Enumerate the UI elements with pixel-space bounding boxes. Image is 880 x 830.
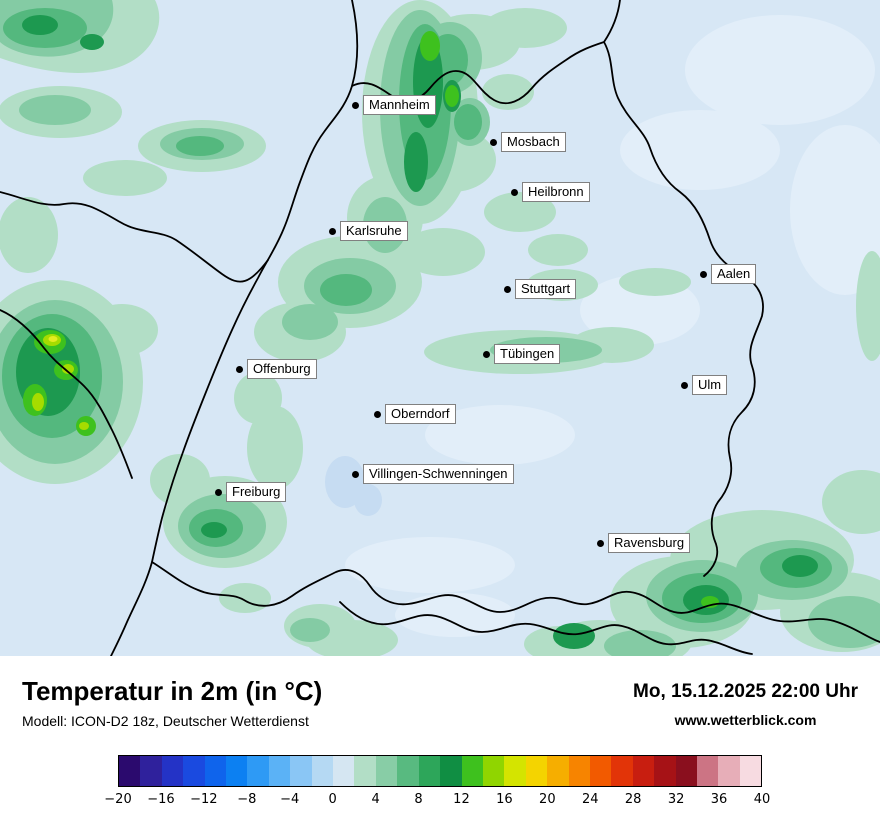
city-marker: Oberndorf bbox=[374, 404, 456, 424]
legend-tick-label: 12 bbox=[453, 792, 470, 807]
legend-tick-label: 8 bbox=[414, 792, 423, 807]
legend-tick-label: 24 bbox=[581, 792, 599, 807]
city-dot-icon bbox=[352, 101, 359, 109]
city-marker: Mosbach bbox=[490, 132, 566, 152]
legend-tick-label: −20 bbox=[104, 792, 132, 807]
city-marker: Offenburg bbox=[236, 359, 317, 379]
city-marker: Ravensburg bbox=[597, 533, 691, 553]
legend-color-block bbox=[525, 756, 548, 786]
legend-tick-label: −8 bbox=[237, 792, 257, 807]
city-label: Ulm bbox=[692, 375, 728, 395]
city-label: Offenburg bbox=[247, 359, 317, 379]
city-label: Stuttgart bbox=[515, 279, 577, 299]
legend-color-block bbox=[547, 756, 569, 786]
legend-tick-label: 16 bbox=[496, 792, 513, 807]
legend-ticks: −20 −16 −12 −8 −4 0 4 8 12 16 20 24 28 32 36 40 bbox=[104, 792, 770, 810]
city-label: Ravensburg bbox=[608, 533, 691, 553]
legend-color-block bbox=[418, 756, 441, 786]
city-label: Tübingen bbox=[494, 344, 561, 364]
city-dot-icon bbox=[352, 470, 359, 478]
city-marker: Tübingen bbox=[483, 344, 561, 364]
legend-tick-label: −16 bbox=[147, 792, 175, 807]
legend-tick-label: 32 bbox=[667, 792, 685, 807]
city-marker: Villingen-Schwenningen bbox=[352, 464, 514, 484]
city-dot-icon bbox=[329, 227, 336, 235]
city-dot-icon bbox=[700, 270, 707, 278]
city-label: Oberndorf bbox=[385, 404, 456, 424]
forecast-datetime: Mo, 15.12.2025 22:00 Uhr bbox=[633, 681, 858, 702]
model-info: Modell: ICON-D2 18z, Deutscher Wetterdie… bbox=[22, 713, 309, 729]
legend-color-block bbox=[290, 756, 312, 786]
city-label: Heilbronn bbox=[522, 182, 590, 202]
city-label: Mannheim bbox=[363, 95, 436, 115]
legend-color-block bbox=[739, 756, 762, 786]
city-label: Villingen-Schwenningen bbox=[363, 464, 514, 484]
legend-tick-label: 0 bbox=[328, 792, 337, 807]
legend-color-block bbox=[247, 756, 269, 786]
website-label: www.wetterblick.com bbox=[674, 712, 817, 728]
city-dot-icon bbox=[374, 410, 381, 418]
legend-color-block bbox=[589, 756, 612, 786]
legend-color-block bbox=[161, 756, 184, 786]
city-label: Freiburg bbox=[226, 482, 287, 502]
legend-color-block bbox=[568, 756, 590, 786]
weather-map: Mannheim Mosbach Heilbronn Karlsruhe Stuttga… bbox=[0, 0, 880, 656]
legend-color-block bbox=[654, 756, 676, 786]
legend-tick-label: 4 bbox=[371, 792, 380, 807]
city-marker: Heilbronn bbox=[511, 182, 590, 202]
legend-color-block bbox=[268, 756, 291, 786]
city-dot-icon bbox=[504, 285, 511, 293]
legend-color-block bbox=[119, 756, 141, 786]
city-dot-icon bbox=[511, 188, 518, 196]
city-label: Aalen bbox=[711, 264, 757, 284]
legend-color-block bbox=[140, 756, 162, 786]
city-marker: Ulm bbox=[681, 375, 728, 395]
legend-color-block bbox=[461, 756, 483, 786]
legend-color-block bbox=[632, 756, 655, 786]
legend-color-block bbox=[333, 756, 355, 786]
legend-tick-label: 40 bbox=[753, 792, 771, 807]
city-dot-icon bbox=[490, 138, 497, 146]
city-dot-icon bbox=[236, 365, 243, 373]
legend-tick-label: −4 bbox=[280, 792, 300, 807]
info-bar: Temperatur in 2m (in °C) Modell: ICON-D2… bbox=[0, 676, 880, 729]
page-title: Temperatur in 2m (in °C) bbox=[22, 676, 323, 706]
legend-tick-label: 20 bbox=[539, 792, 556, 807]
legend-color-block bbox=[204, 756, 227, 786]
city-dot-icon bbox=[597, 539, 604, 547]
legend-color-block bbox=[696, 756, 719, 786]
legend-color-block bbox=[440, 756, 462, 786]
city-label: Karlsruhe bbox=[340, 221, 408, 241]
legend-color-block bbox=[311, 756, 334, 786]
legend-color-block bbox=[183, 756, 205, 786]
temperature-legend: −20 −16 −12 −8 −4 0 4 8 12 16 20 24 28 32 36 40 bbox=[104, 755, 770, 810]
info-right: Mo, 15.12.2025 22:00 Uhr www.wetterblick… bbox=[633, 676, 858, 728]
legend-color-block bbox=[397, 756, 419, 786]
info-left: Temperatur in 2m (in °C) Modell: ICON-D2… bbox=[22, 676, 322, 729]
city-dot-icon bbox=[681, 381, 688, 389]
city-label: Mosbach bbox=[501, 132, 566, 152]
legend-color-block bbox=[482, 756, 505, 786]
city-marker: Freiburg bbox=[215, 482, 287, 502]
legend-tick-label: 36 bbox=[710, 792, 728, 807]
legend-color-block bbox=[675, 756, 697, 786]
legend-color-block bbox=[226, 756, 248, 786]
legend-tick-label: 28 bbox=[624, 792, 642, 807]
legend-bar bbox=[118, 755, 762, 787]
city-marker: Karlsruhe bbox=[329, 221, 408, 241]
temperature-map-graphic bbox=[0, 0, 880, 656]
legend-color-block bbox=[354, 756, 376, 786]
city-marker: Stuttgart bbox=[504, 279, 577, 299]
city-marker: Aalen bbox=[700, 264, 757, 284]
legend-color-block bbox=[718, 756, 740, 786]
legend-color-block bbox=[611, 756, 633, 786]
legend-color-block bbox=[375, 756, 398, 786]
city-marker: Mannheim bbox=[352, 95, 436, 115]
legend-tick-label: −12 bbox=[190, 792, 218, 807]
city-dot-icon bbox=[483, 350, 490, 358]
city-dot-icon bbox=[215, 488, 222, 496]
legend-color-block bbox=[504, 756, 526, 786]
